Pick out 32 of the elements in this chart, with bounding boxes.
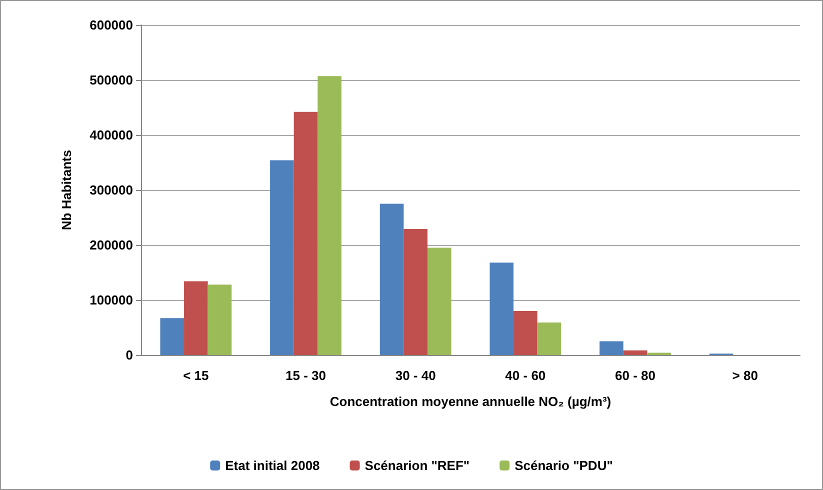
bar (537, 322, 562, 355)
bar (160, 318, 184, 355)
bar (623, 350, 648, 355)
legend-label: Etat initial 2008 (225, 458, 320, 473)
bar (490, 262, 514, 355)
y-axis-title: Nb Habitants (59, 150, 74, 230)
x-tick-label: 30 - 40 (395, 368, 436, 383)
x-tick-label: 60 - 80 (615, 368, 656, 383)
y-tick-label: 600000 (90, 18, 133, 32)
bar (514, 311, 538, 355)
bar (318, 76, 342, 355)
bar (184, 281, 208, 355)
bar (380, 204, 404, 355)
bar (294, 112, 318, 355)
bar (404, 229, 428, 355)
legend-label: Scénarion "REF" (364, 458, 470, 473)
x-tick-label: 40 - 60 (505, 368, 546, 383)
x-axis-title: Concentration moyenne annuelle NO₂ (µg/m³) (330, 394, 612, 409)
bar (427, 248, 452, 355)
y-tick-label: 100000 (90, 292, 133, 308)
y-tick-label: 200000 (90, 238, 133, 252)
bar (208, 284, 232, 355)
y-tick-label: 300000 (90, 182, 133, 198)
x-tick-label: > 80 (732, 368, 758, 383)
x-tick-label: < 15 (183, 368, 209, 383)
legend-label: Scénario "PDU" (514, 458, 613, 473)
bar (600, 341, 624, 355)
y-tick-label: 0 (126, 348, 133, 362)
y-tick-label: 500000 (90, 72, 133, 88)
y-tick-label: 400000 (90, 128, 133, 142)
bar (270, 160, 294, 355)
x-tick-label: 15 - 30 (286, 368, 326, 383)
